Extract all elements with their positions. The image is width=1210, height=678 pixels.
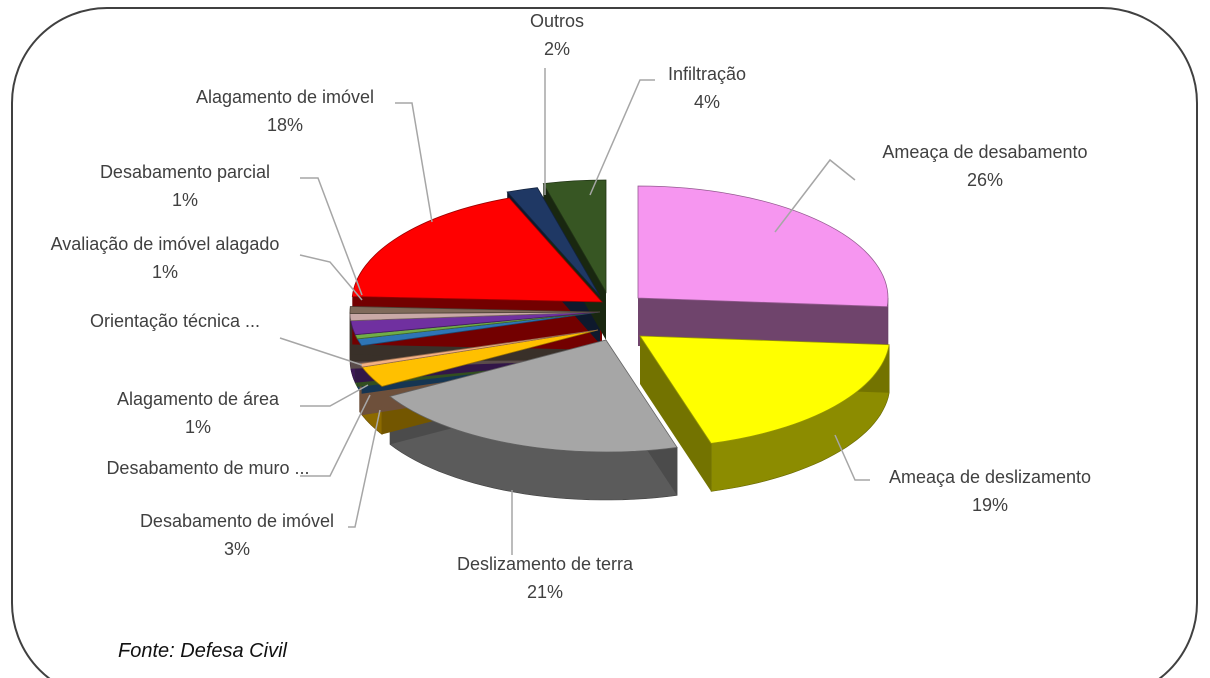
leader-line-desabamento-parcial — [300, 177, 363, 296]
slice-percent: 21% — [527, 582, 563, 602]
slice-label-outros: Outros 2% — [530, 11, 584, 59]
slice-percent: 19% — [972, 495, 1008, 515]
slice-label-ameaca-de-desabamento: Ameaça de desabamento 26% — [882, 142, 1087, 190]
slice-alagamento-de-imovel — [351, 197, 603, 303]
leader-line-orientacao-tecnica — [279, 337, 363, 366]
slice-label-orientacao-tecnica: Orientação técnica ... — [90, 311, 260, 331]
slice-percent: 1% — [152, 262, 178, 282]
leader-line-ameaca-de-desabamento — [774, 158, 856, 233]
slice-infiltracao — [542, 179, 607, 294]
slice-percent: 26% — [967, 170, 1003, 190]
slice-label-desabamento-parcial: Desabamento parcial 1% — [100, 162, 270, 210]
slice-label-avaliacao-de-imovel-alagado: Avaliação de imóvel alagado 1% — [51, 234, 280, 282]
slice-name: Ameaça de deslizamento — [889, 467, 1091, 487]
leader-line-desabamento-de-imovel — [348, 409, 381, 528]
slice-percent: 3% — [224, 539, 250, 559]
slice-wall-ameaca-de-deslizamento — [640, 336, 712, 492]
slice-name: Desabamento parcial — [100, 162, 270, 182]
slice-name: Ameaça de desabamento — [882, 142, 1087, 162]
slice-label-desabamento-de-muro: Desabamento de muro ... — [106, 458, 309, 478]
slice-name: Alagamento de área — [117, 389, 280, 409]
slice-label-deslizamento-de-terra: Deslizamento de terra 21% — [457, 554, 634, 602]
slice-desabamento-parcial — [349, 306, 601, 315]
slice-name: Deslizamento de terra — [457, 554, 634, 574]
slice-percent: 18% — [267, 115, 303, 135]
slice-name: Orientação técnica ... — [90, 311, 260, 331]
slice-percent: 4% — [694, 92, 720, 112]
slice-name: Avaliação de imóvel alagado — [51, 234, 280, 254]
slice-name: Infiltração — [668, 64, 746, 84]
slice-ameaca-de-desabamento — [637, 185, 889, 308]
slice-label-alagamento-de-area: Alagamento de área 1% — [117, 389, 280, 437]
leader-line-alagamento-de-area — [300, 384, 369, 407]
leader-line-avaliacao-de-imovel-alagado — [299, 254, 363, 301]
leader-line-ameaca-de-deslizamento — [834, 434, 870, 481]
leader-line-alagamento-de-imovel — [395, 102, 433, 223]
source-note: Fonte: Defesa Civil — [118, 640, 287, 662]
slice-ameaca-de-deslizamento — [639, 335, 890, 444]
slice-label-infiltracao: Infiltração 4% — [668, 64, 746, 112]
slice-percent: 1% — [185, 417, 211, 437]
slice-name: Desabamento de muro ... — [106, 458, 309, 478]
slice-label-desabamento-de-imovel: Desabamento de imóvel 3% — [140, 511, 334, 559]
slice-deslizamento-de-terra — [389, 339, 678, 453]
leader-line-infiltracao — [589, 79, 655, 196]
slice-name: Outros — [530, 11, 584, 31]
leader-line-desabamento-de-muro — [300, 394, 371, 477]
slice-name: Desabamento de imóvel — [140, 511, 334, 531]
slice-percent: 2% — [544, 39, 570, 59]
slice-label-alagamento-de-imovel: Alagamento de imóvel 18% — [196, 87, 374, 135]
slice-percent: 1% — [172, 190, 198, 210]
slice-label-ameaca-de-deslizamento: Ameaça de deslizamento 19% — [889, 467, 1091, 515]
slice-name: Alagamento de imóvel — [196, 87, 374, 107]
slice-outros — [506, 187, 601, 297]
